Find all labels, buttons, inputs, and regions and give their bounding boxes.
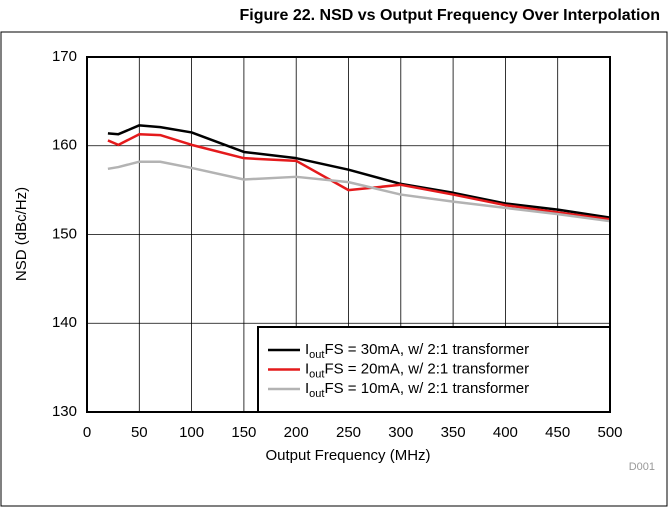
x-tick-label: 150 — [231, 424, 256, 441]
y-tick-label: 140 — [52, 314, 77, 331]
legend-label: IoutFS = 30mA, w/ 2:1 transformer — [305, 341, 529, 361]
y-tick-label: 130 — [52, 403, 77, 420]
series-line — [107, 124, 611, 219]
x-tick-label: 250 — [336, 424, 361, 441]
legend-label: IoutFS = 10mA, w/ 2:1 transformer — [305, 380, 529, 400]
x-tick-label: 300 — [388, 424, 413, 441]
figure-frame — [0, 31, 668, 507]
x-tick-label: 0 — [83, 424, 91, 441]
x-tick-label: 400 — [493, 424, 518, 441]
x-tick-label: 350 — [441, 424, 466, 441]
y-axis-label: NSD (dBc/Hz) — [13, 187, 30, 281]
x-axis-label: Output Frequency (MHz) — [265, 447, 430, 464]
legend-label: IoutFS = 20mA, w/ 2:1 transformer — [305, 360, 529, 380]
legend-box — [257, 326, 611, 413]
y-tick-label: 160 — [52, 137, 77, 154]
x-tick-label: 450 — [545, 424, 570, 441]
chart-title: Figure 22. NSD vs Output Frequency Over … — [239, 7, 660, 24]
y-tick-label: 150 — [52, 225, 77, 242]
series-line — [107, 132, 611, 221]
y-tick-label: 170 — [52, 48, 77, 65]
x-tick-label: 50 — [131, 424, 148, 441]
x-tick-label: 500 — [597, 424, 622, 441]
figure-id: D001 — [629, 461, 655, 473]
x-tick-label: 100 — [179, 424, 204, 441]
series-line — [107, 160, 611, 223]
x-tick-label: 200 — [284, 424, 309, 441]
